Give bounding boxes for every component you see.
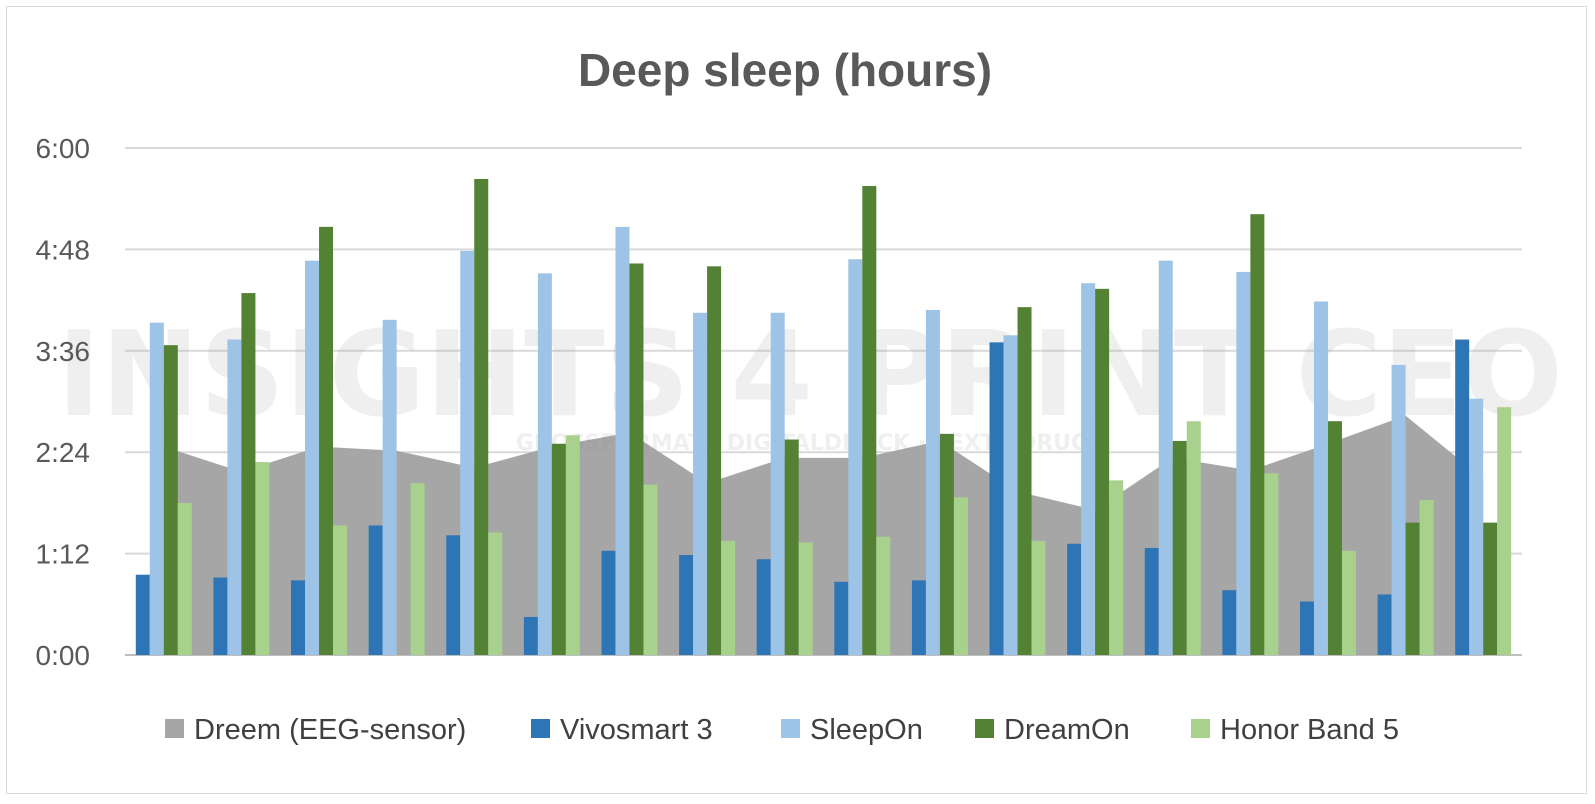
bar-dreamon — [784, 439, 799, 655]
legend-label: Dreem (EEG-sensor) — [194, 714, 466, 746]
bar-honor-band-5 — [255, 462, 270, 655]
bar-dreamon — [1172, 440, 1187, 655]
bar-vivosmart-3 — [1377, 594, 1392, 655]
bar-sleepon — [460, 250, 475, 655]
bar-sleepon — [1313, 301, 1328, 655]
legend: Dreem (EEG-sensor) Vivosmart 3 SleepOn Drea… — [165, 714, 1399, 746]
bar-honor-band-5 — [410, 483, 425, 655]
bar-vivosmart-3 — [911, 580, 926, 655]
bar-sleepon — [149, 322, 164, 655]
bar-vivosmart-3 — [1222, 590, 1237, 655]
bar-dreamon — [862, 186, 877, 655]
bar-vivosmart-3 — [291, 580, 306, 655]
bar-sleepon — [1236, 271, 1251, 655]
bar-dreamon — [939, 433, 954, 655]
legend-label: Honor Band 5 — [1220, 714, 1399, 746]
legend-item: Dreem (EEG-sensor) — [165, 714, 466, 746]
legend-swatch — [781, 719, 800, 738]
bar-vivosmart-3 — [135, 574, 150, 655]
y-tick-label: 1:12 — [36, 539, 91, 570]
bar-honor-band-5 — [1341, 550, 1356, 655]
bar-vivosmart-3 — [834, 581, 849, 655]
legend-swatch — [531, 719, 550, 738]
bar-honor-band-5 — [1419, 500, 1434, 655]
y-tick-label: 4:48 — [36, 234, 91, 265]
bar-honor-band-5 — [643, 484, 658, 655]
bar-dreamon — [1405, 522, 1420, 655]
bar-vivosmart-3 — [1067, 543, 1082, 655]
bar-vivosmart-3 — [523, 616, 538, 655]
bar-sleepon — [615, 226, 630, 655]
legend-label: DreamOn — [1004, 714, 1130, 746]
bar-dreamon — [551, 443, 566, 655]
bar-honor-band-5 — [1186, 421, 1201, 655]
legend-item: DreamOn — [975, 714, 1130, 746]
bars — [135, 178, 1512, 656]
y-tick-label: 2:24 — [36, 437, 91, 468]
bar-dreamon — [707, 266, 722, 655]
bar-sleepon — [1158, 260, 1173, 655]
legend-item: Vivosmart 3 — [531, 714, 713, 746]
bar-honor-band-5 — [721, 540, 736, 655]
bar-honor-band-5 — [1497, 407, 1512, 655]
bar-vivosmart-3 — [1299, 601, 1314, 655]
bar-sleepon — [1003, 335, 1018, 655]
bar-vivosmart-3 — [989, 342, 1004, 655]
bar-sleepon — [770, 312, 785, 655]
bar-vivosmart-3 — [1144, 547, 1159, 655]
bar-sleepon — [1391, 364, 1406, 655]
legend-label: SleepOn — [810, 714, 923, 746]
bar-honor-band-5 — [488, 532, 503, 655]
bar-sleepon — [537, 273, 552, 655]
chart-title: Deep sleep (hours) — [578, 44, 992, 96]
bar-honor-band-5 — [177, 502, 192, 655]
bar-dreamon — [1017, 307, 1032, 655]
bar-dreamon — [1483, 522, 1498, 655]
bar-sleepon — [227, 339, 242, 655]
bar-vivosmart-3 — [213, 577, 228, 655]
bar-honor-band-5 — [798, 542, 813, 655]
bar-honor-band-5 — [1109, 480, 1124, 655]
bar-vivosmart-3 — [446, 535, 461, 655]
bar-honor-band-5 — [565, 435, 580, 655]
bar-vivosmart-3 — [1455, 339, 1470, 655]
legend-label: Vivosmart 3 — [560, 714, 713, 746]
y-tick-label: 0:00 — [36, 640, 91, 671]
bar-dreamon — [1250, 214, 1265, 656]
bar-vivosmart-3 — [679, 555, 694, 655]
bar-dreamon — [1327, 421, 1342, 655]
y-tick-label: 3:36 — [36, 336, 91, 367]
y-axis: 0:00 1:12 2:24 3:36 4:48 6:00 — [36, 133, 91, 671]
bar-sleepon — [693, 312, 708, 655]
legend-item: Honor Band 5 — [1191, 714, 1399, 746]
bar-sleepon — [305, 260, 320, 655]
y-tick-label: 6:00 — [36, 133, 91, 164]
bar-dreamon — [319, 226, 334, 655]
legend-swatch — [975, 719, 994, 738]
bar-vivosmart-3 — [601, 550, 616, 655]
bar-sleepon — [1469, 398, 1484, 655]
bar-vivosmart-3 — [368, 525, 383, 655]
bar-honor-band-5 — [953, 497, 968, 655]
legend-swatch — [1191, 719, 1210, 738]
legend-swatch — [165, 719, 184, 738]
bar-sleepon — [925, 309, 940, 655]
bar-dreamon — [241, 293, 256, 655]
bar-dreamon — [163, 345, 178, 655]
legend-item: SleepOn — [781, 714, 923, 746]
bar-honor-band-5 — [876, 536, 891, 655]
bar-honor-band-5 — [333, 525, 348, 655]
bar-vivosmart-3 — [756, 559, 771, 655]
bar-honor-band-5 — [1264, 473, 1279, 655]
bar-sleepon — [1081, 283, 1096, 655]
bar-dreamon — [629, 263, 644, 655]
bar-sleepon — [382, 319, 397, 655]
bar-dreamon — [474, 178, 489, 655]
bar-sleepon — [848, 259, 863, 655]
bar-honor-band-5 — [1031, 540, 1046, 655]
bar-dreamon — [1095, 288, 1110, 655]
